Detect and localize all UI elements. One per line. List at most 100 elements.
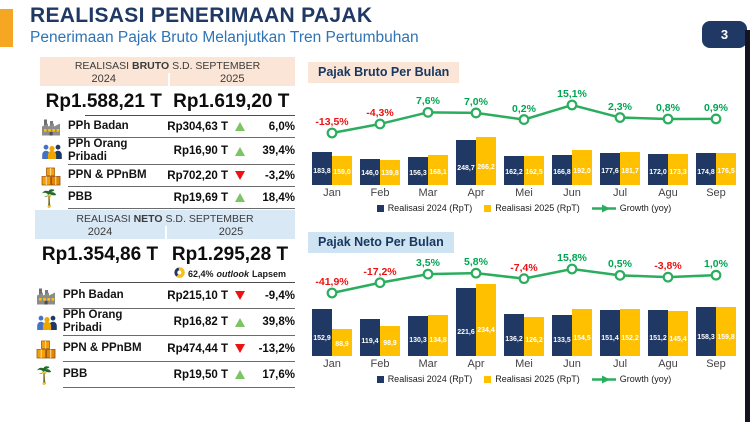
neto-chart-legend: Realisasi 2024 (RpT) Realisasi 2025 (RpT)… bbox=[308, 374, 740, 384]
slide-right-edge bbox=[745, 30, 750, 422]
x-tick-jan: Jan bbox=[323, 187, 341, 199]
bar-2024-mar: 130,3 bbox=[408, 315, 428, 356]
x-tick-agu: Agu bbox=[658, 187, 678, 199]
bruto-total-2024: Rp1.588,21 T bbox=[45, 91, 162, 112]
bar-value-label: 130,3 bbox=[409, 337, 427, 344]
legend-swatch-icon bbox=[376, 375, 384, 383]
up-arrow-icon bbox=[235, 146, 245, 156]
growth-line bbox=[326, 99, 722, 139]
bar-2025-apr: 234,4 bbox=[476, 284, 496, 356]
bar-value-label: 152,9 bbox=[313, 334, 331, 342]
bar-2025-agu: 145,4 bbox=[668, 311, 688, 356]
bruto-header-title: REALISASI BRUTO S.D. SEPTEMBER bbox=[74, 60, 261, 72]
row-body: PPN & PPnBM Rp474,44 T -13,2% bbox=[63, 336, 295, 363]
row-value: Rp474,44 T bbox=[167, 342, 228, 355]
down-arrow-icon bbox=[235, 344, 245, 354]
outlook-pct: 62,4% bbox=[187, 268, 214, 279]
donut-icon bbox=[174, 267, 185, 280]
legend-item-2024: Realisasi 2024 (RpT) bbox=[376, 203, 473, 213]
page-subtitle: Penerimaan Pajak Bruto Melanjutkan Tren … bbox=[30, 29, 419, 46]
row-percent: 17,6% bbox=[262, 368, 295, 381]
neto-chart-plot: 152,9 88,9 119,4 98,9 130,3 134,8 221,6 234,4 13… bbox=[308, 252, 740, 356]
bar-value-label: 177,6 bbox=[601, 168, 619, 176]
growth-percent-label: 0,9% bbox=[704, 101, 728, 114]
down-arrow-icon bbox=[235, 291, 245, 300]
x-tick-mar: Mar bbox=[418, 358, 438, 370]
growth-marker bbox=[518, 273, 530, 285]
growth-marker bbox=[566, 263, 578, 275]
growth-marker bbox=[422, 106, 434, 118]
bar-value-label: 154,5 bbox=[573, 334, 591, 342]
growth-percent-label: 0,8% bbox=[656, 102, 680, 114]
bruto-year-columns: 2024 2025 bbox=[40, 73, 295, 86]
bar-value-label: 168,1 bbox=[429, 168, 447, 176]
legend-item-growth: Growth (yoy) bbox=[591, 374, 671, 384]
row-label: PPh Orang Pribadi bbox=[63, 309, 123, 335]
bar-value-label: 88,9 bbox=[335, 340, 349, 348]
growth-percent-label: -7,4% bbox=[510, 261, 538, 274]
legend-swatch-icon bbox=[484, 204, 492, 212]
legend-item-2025: Realisasi 2025 (RpT) bbox=[484, 374, 580, 384]
neto-year-columns: 2024 2025 bbox=[35, 226, 295, 239]
legend-item-2024: Realisasi 2024 (RpT) bbox=[376, 374, 472, 384]
row-body: PPh Orang Pribadi Rp16,90 T 39,4% bbox=[68, 138, 295, 166]
boxes-icon bbox=[35, 336, 63, 362]
growth-marker bbox=[374, 118, 386, 130]
bar-2024-mar: 156,3 bbox=[408, 156, 428, 185]
tree-icon bbox=[40, 187, 68, 209]
growth-percent-label: -4,3% bbox=[366, 106, 394, 119]
growth-percent-label: -3,8% bbox=[654, 260, 682, 273]
bar-2025-jul: 181,7 bbox=[620, 152, 640, 185]
row-percent: -13,2% bbox=[258, 342, 295, 355]
neto-col-2025: 2025 bbox=[165, 226, 295, 239]
x-tick-jul: Jul bbox=[612, 358, 628, 370]
row-value: Rp16,90 T bbox=[173, 145, 228, 158]
bar-2024-sep: 158,3 bbox=[696, 307, 716, 356]
growth-marker bbox=[326, 287, 338, 299]
bar-2025-mei: 162,5 bbox=[524, 155, 544, 185]
bar-2025-sep: 159,8 bbox=[716, 306, 736, 356]
row-label: PBB bbox=[68, 191, 93, 204]
bar-2025-feb: 98,9 bbox=[380, 325, 400, 356]
x-tick-apr: Apr bbox=[467, 358, 485, 370]
table-row: PPh Orang Pribadi Rp16,82 T 39,8% bbox=[35, 309, 295, 337]
bar-value-label: 139,8 bbox=[381, 170, 399, 178]
bar-value-label: 162,5 bbox=[525, 169, 543, 177]
bruto-col-2025: 2025 bbox=[167, 73, 296, 86]
bar-2024-mei: 136,2 bbox=[504, 314, 524, 356]
bar-value-label: 158,3 bbox=[697, 334, 715, 342]
legend-item-growth: Growth (yoy) bbox=[591, 203, 672, 213]
row-percent: -9,4% bbox=[264, 289, 295, 302]
factory-icon bbox=[40, 116, 68, 138]
growth-marker bbox=[326, 127, 338, 139]
bar-2025-jan: 159,0 bbox=[332, 156, 352, 185]
bar-value-label: 181,7 bbox=[621, 168, 639, 176]
table-row: PPh Badan Rp215,10 T -9,4% bbox=[35, 283, 295, 309]
bar-2024-jan: 152,9 bbox=[312, 309, 332, 356]
legend-label: Growth (yoy) bbox=[619, 203, 672, 213]
bar-value-label: 146,0 bbox=[361, 170, 379, 178]
bar-2024-jan: 183,8 bbox=[312, 151, 332, 185]
bar-2025-jun: 192,0 bbox=[572, 150, 592, 185]
row-value: Rp19,69 T bbox=[173, 191, 228, 204]
row-body: PBB Rp19,69 T 18,4% bbox=[68, 187, 295, 210]
legend-label: Realisasi 2025 (RpT) bbox=[495, 203, 580, 213]
growth-percent-label: 15,1% bbox=[557, 88, 587, 100]
growth-percent-label: 1,0% bbox=[704, 258, 728, 271]
bar-value-label: 183,8 bbox=[313, 168, 331, 176]
page-number-badge: 3 bbox=[702, 21, 747, 48]
growth-marker bbox=[518, 114, 530, 125]
bruto-chart-plot: 183,8 159,0 146,0 139,8 156,3 168,1 248,7 266,2… bbox=[308, 88, 740, 185]
bar-2024-jul: 151,4 bbox=[600, 309, 620, 356]
row-value: Rp215,10 T bbox=[167, 289, 228, 302]
legend-label: Realisasi 2024 (RpT) bbox=[387, 203, 473, 213]
neto-total-2025-cell: Rp1.295,28 T 62,4% outlook Lapsem bbox=[165, 244, 295, 280]
growth-percent-label: 15,8% bbox=[557, 252, 587, 264]
bar-value-label: 174,8 bbox=[697, 168, 715, 176]
growth-percent-label: -41,9% bbox=[315, 276, 349, 288]
table-row: PPh Orang Pribadi Rp16,90 T 39,4% bbox=[40, 138, 295, 166]
bar-value-label: 151,2 bbox=[649, 335, 667, 343]
bruto-x-axis: Jan Feb Mar Apr Mei Jun Jul Agu Sep bbox=[308, 187, 740, 199]
bar-value-label: 133,5 bbox=[553, 336, 571, 344]
bar-2024-mei: 162,2 bbox=[504, 155, 524, 185]
